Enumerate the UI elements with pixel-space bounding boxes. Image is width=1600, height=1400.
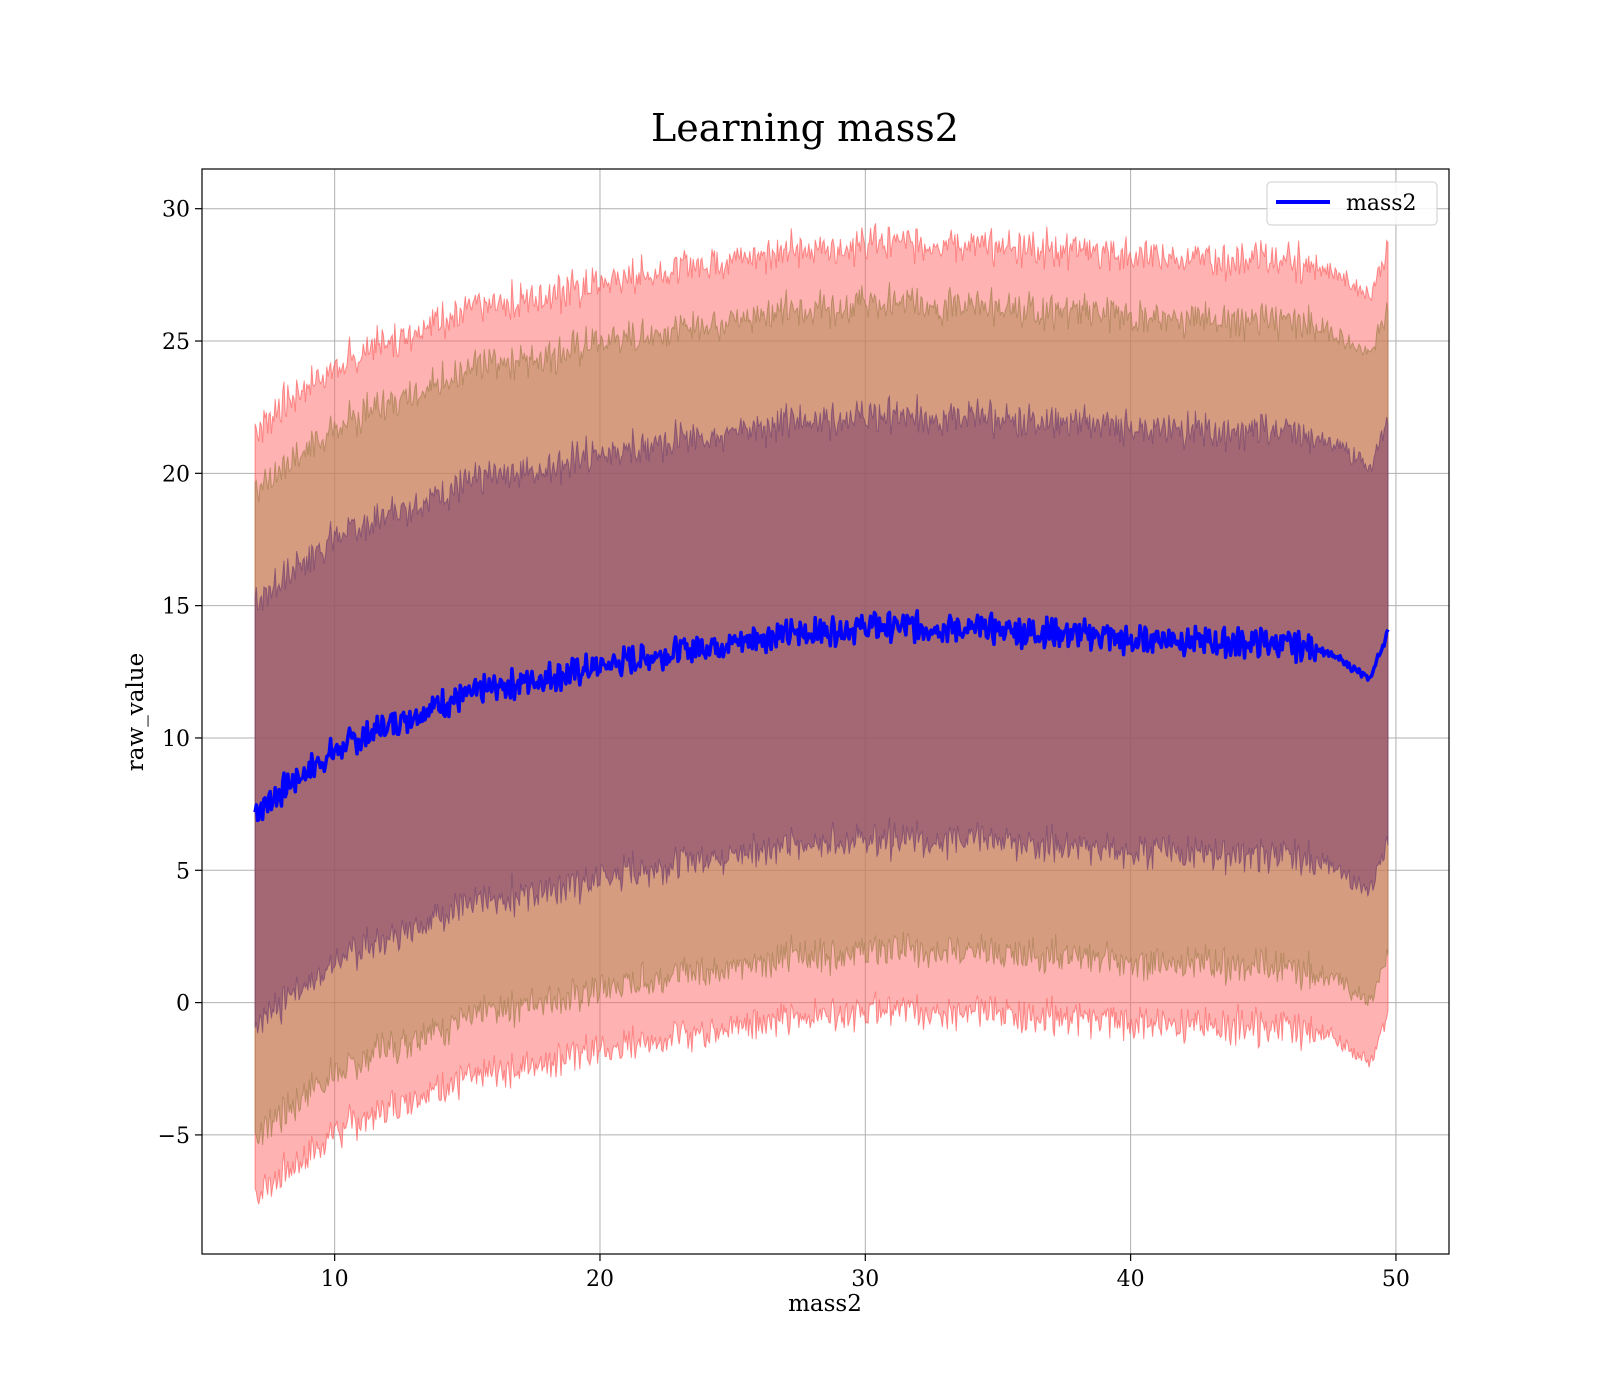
x-axis: 10 20 30 40 50 <box>321 1254 1410 1292</box>
x-axis-label: mass2 <box>788 1291 862 1317</box>
series-lines <box>253 609 1390 823</box>
legend-entry-mass2: mass2 <box>1346 191 1417 216</box>
y-axis-label: raw_value <box>123 653 149 771</box>
y-tick-label: 30 <box>162 198 190 223</box>
x-tick-label: 50 <box>1382 1267 1410 1292</box>
y-tick-label: 10 <box>162 727 190 752</box>
x-tick-label: 40 <box>1117 1267 1145 1292</box>
x-tick-label: 20 <box>586 1267 614 1292</box>
y-tick-label: 15 <box>162 595 190 620</box>
series-line-mass2 <box>253 609 1390 823</box>
legend-box <box>1266 181 1438 226</box>
y-axis: −5 0 5 10 15 20 25 30 <box>158 198 202 1149</box>
y-tick-label: 20 <box>162 462 190 487</box>
y-tick-label: 25 <box>162 330 190 355</box>
error-band-3 <box>254 394 1389 1034</box>
legend: mass2 <box>1266 181 1438 226</box>
y-tick-label: −5 <box>158 1124 190 1149</box>
chart-title: Learning mass2 <box>651 106 959 150</box>
y-tick-label: 0 <box>176 992 190 1017</box>
x-tick-label: 10 <box>321 1267 349 1292</box>
plot-frame <box>201 168 1450 1255</box>
y-tick-label: 5 <box>176 859 190 884</box>
error-bands <box>254 223 1389 1205</box>
x-tick-label: 30 <box>851 1267 879 1292</box>
